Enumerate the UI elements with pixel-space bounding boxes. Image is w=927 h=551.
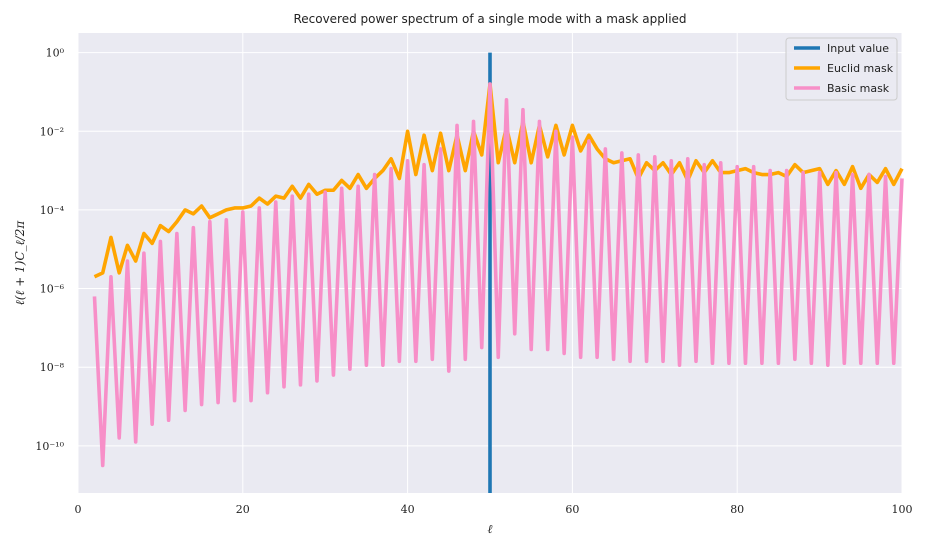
legend-items: Input value Euclid mask Basic mask [794,42,894,95]
y-axis-label: ℓ(ℓ + 1)C_ℓ/2π [13,220,27,306]
legend-label: Basic mask [827,82,890,95]
legend: Input value Euclid mask Basic mask [785,37,898,101]
x-tick-label: 60 [565,503,579,516]
y-tick-label: 10⁻² [40,125,64,138]
y-tick-label: 10⁻⁸ [40,361,65,374]
y-tick-label: 10⁰ [46,47,65,60]
legend-label: Euclid mask [827,62,894,75]
x-tick-label: 80 [730,503,744,516]
y-tick-label: 10⁻⁶ [40,283,65,296]
chart-title: Recovered power spectrum of a single mod… [293,12,686,26]
x-axis-label: ℓ [488,522,493,536]
series-layer [92,52,904,493]
x-tick-label: 40 [401,503,415,516]
series-line-basic-mask [92,82,904,468]
x-tick-label: 0 [75,503,82,516]
series-line-euclid-mask [93,82,904,279]
y-axis-ticks: 10⁰ 10⁻² 10⁻⁴ 10⁻⁶ 10⁻⁸ 10⁻¹⁰ [35,47,64,453]
x-tick-label: 100 [892,503,913,516]
y-tick-label: 10⁻⁴ [40,204,65,217]
legend-box [785,37,898,101]
x-tick-label: 20 [236,503,250,516]
legend-label: Input value [827,42,889,55]
x-axis-ticks: 0 20 40 60 80 100 [75,503,913,516]
y-tick-label: 10⁻¹⁰ [35,440,64,453]
